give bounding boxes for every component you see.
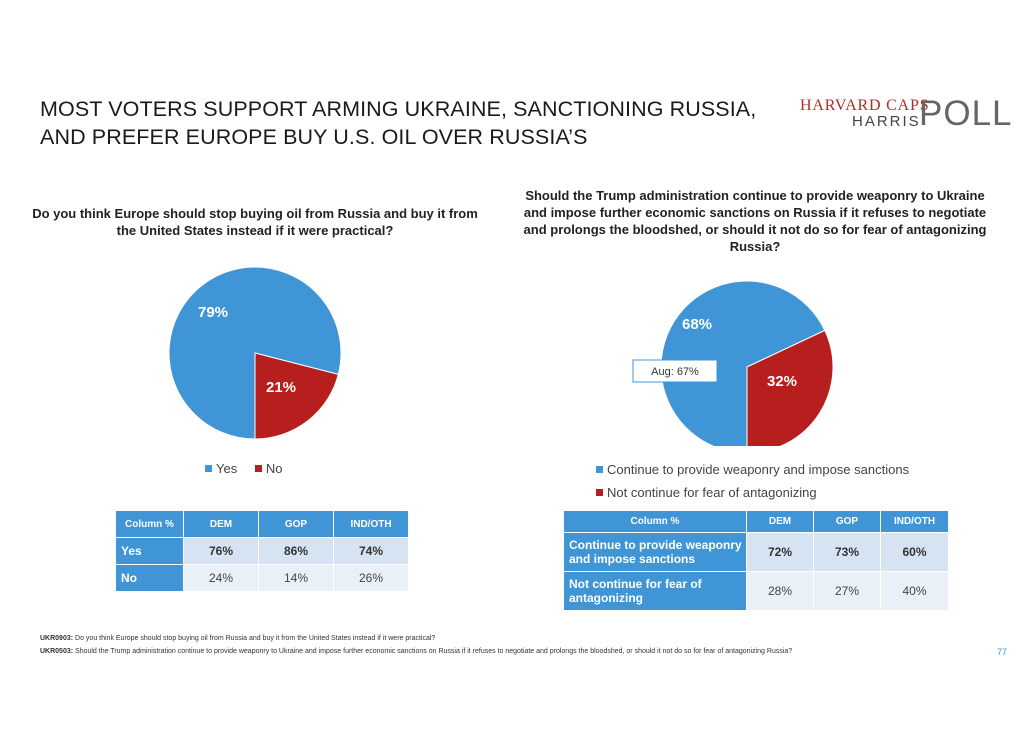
footnote-2-text: Should the Trump administration continue… [75,648,793,655]
cell-dem: 28% [746,571,814,611]
pie1-data-label-0: 79% [198,304,228,321]
crosstab-weaponry-table: Column % DEM GOP IND/OTH Continue to pro… [563,510,949,611]
row-label: Not continue for fear of antagonizing [563,571,747,611]
page-title: MOST VOTERS SUPPORT ARMING UKRAINE, SANC… [40,97,757,149]
page-number: 77 [997,647,1008,657]
header-ind-oth: IND/OTH [333,510,409,538]
legend-label-continue: Continue to provide weaponry and impose … [607,462,910,477]
footnote-1: UKR0903: Do you think Europe should stop… [40,635,435,642]
legend-item-yes: Yes [205,461,237,476]
legend-label-not-continue: Not continue for fear of antagonizing [607,485,817,500]
legend-label-no: No [265,461,283,476]
logo-line-3: POLL [919,94,1013,133]
header-gop: GOP [813,510,881,533]
header-column-pct: Column % [563,510,747,533]
cell-dem: 72% [746,532,814,572]
legend-label-yes: Yes [216,461,238,476]
cell-gop: 86% [258,537,334,565]
crosstab-oil-table: Column % DEM GOP IND/OTH Yes 76% 86% 74%… [115,510,409,592]
logo-line-1: HARVARD CAPS [800,97,930,114]
pie2-annotation: Aug: 67% [632,359,718,383]
table-row: No 24% 14% 26% [115,564,409,592]
chart-2-question: Should the Trump administration continue… [523,188,987,254]
legend-item-no: No [254,461,283,476]
pie1-slice-1 [254,352,339,440]
legend-item-not-continue: Not continue for fear of antagonizing [596,481,909,504]
cell-ind-oth: 26% [333,564,409,592]
chart-1-question: Do you think Europe should stop buying o… [32,206,478,238]
cell-ind-oth: 40% [880,571,949,611]
cell-gop: 14% [258,564,334,592]
chart-2-legend: Continue to provide weaponry and impose … [596,458,909,504]
footnote-2-code: UKR0503: [40,648,74,655]
legend-swatch-not-continue [596,489,603,496]
pie2-data-label-1: 32% [767,373,797,390]
cell-gop: 27% [813,571,881,611]
row-label: Yes [115,537,184,565]
header-gop: GOP [258,510,334,538]
cell-dem: 24% [183,564,259,592]
pie2-annotation-box [632,359,718,383]
table-header-row: Column % DEM GOP IND/OTH [115,510,409,538]
cell-gop: 73% [813,532,881,572]
footnote-2: UKR0503: Should the Trump administration… [40,648,792,655]
footnote-1-text: Do you think Europe should stop buying o… [75,635,436,642]
chart-1-legend: Yes No [205,461,296,476]
pie2-slice-1 [746,329,834,446]
legend-swatch-yes [205,465,212,472]
pie1-data-label-1: 21% [266,379,296,396]
legend-swatch-no [254,465,262,472]
table-row: Not continue for fear of antagonizing 28… [563,571,949,611]
pie-chart-weaponry: 68% 32% Aug: 67% [632,280,834,446]
pie2-annotation-text: Aug: 67% [651,366,699,378]
cell-ind-oth: 74% [333,537,409,565]
pie1-slice-0 [168,266,342,440]
footnote-1-code: UKR0903: [40,635,74,642]
header-dem: DEM [746,510,814,533]
cell-ind-oth: 60% [880,532,949,572]
row-label: Continue to provide weaponry and impose … [563,532,747,572]
cell-dem: 76% [183,537,259,565]
row-label: No [115,564,184,592]
table-row: Yes 76% 86% 74% [115,537,409,565]
pie2-data-label-0: 68% [682,316,712,333]
table-header-row: Column % DEM GOP IND/OTH [563,510,949,533]
logo-line-2: HARRIS [852,113,921,130]
legend-swatch-continue [596,466,603,473]
table-row: Continue to provide weaponry and impose … [563,532,949,572]
pie-chart-oil: 79% 21% [168,266,342,440]
header-dem: DEM [183,510,259,538]
pie2-slice-0 [660,280,826,446]
header-column-pct: Column % [115,510,184,538]
header-ind-oth: IND/OTH [880,510,949,533]
legend-item-continue: Continue to provide weaponry and impose … [596,458,909,481]
harvard-caps-harris-poll-logo: HARVARD CAPS HARRIS POLL [800,96,1012,137]
